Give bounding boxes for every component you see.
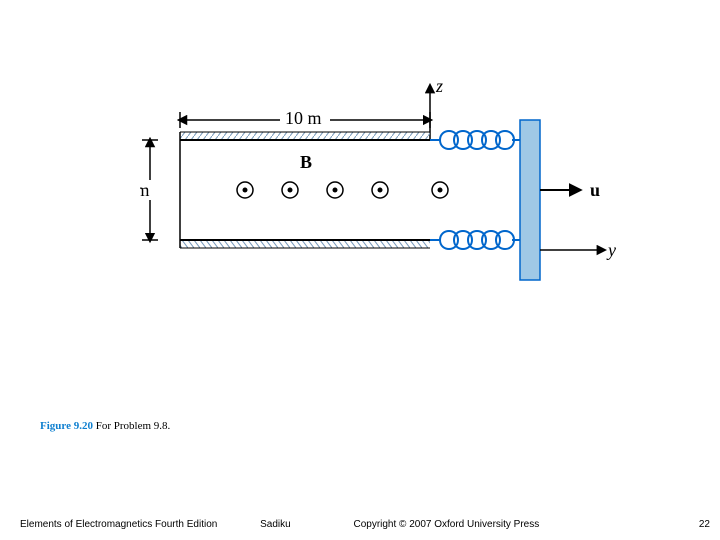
footer-copyright: Copyright © 2007 Oxford University Press [353, 519, 539, 530]
dim-width-label: 10 m [285, 108, 322, 128]
footer-author: Sadiku [260, 519, 291, 530]
figure-caption: Figure 9.20 For Problem 9.8. [40, 420, 170, 432]
spring-top [430, 131, 520, 149]
field-label: B [300, 152, 312, 172]
velocity-label: u [590, 180, 600, 200]
caption-text: For Problem 9.8. [96, 420, 171, 432]
dim-height-label: 5 m [140, 180, 150, 200]
physics-diagram: z 10 m 5 m B y u [140, 80, 620, 315]
rail-top-hatch [180, 132, 430, 140]
footer: Elements of Electromagnetics Fourth Edit… [20, 519, 710, 530]
rail-bot-hatch [180, 240, 430, 248]
caption-figure-number: Figure 9.20 [40, 420, 93, 432]
footer-pagenum: 22 [699, 519, 710, 530]
y-axis-label: y [606, 240, 616, 260]
z-axis-label: z [435, 80, 443, 96]
moving-bar [520, 120, 540, 280]
field-dots [237, 182, 448, 198]
footer-book-title: Elements of Electromagnetics Fourth Edit… [20, 519, 217, 530]
spring-bot [430, 231, 520, 249]
